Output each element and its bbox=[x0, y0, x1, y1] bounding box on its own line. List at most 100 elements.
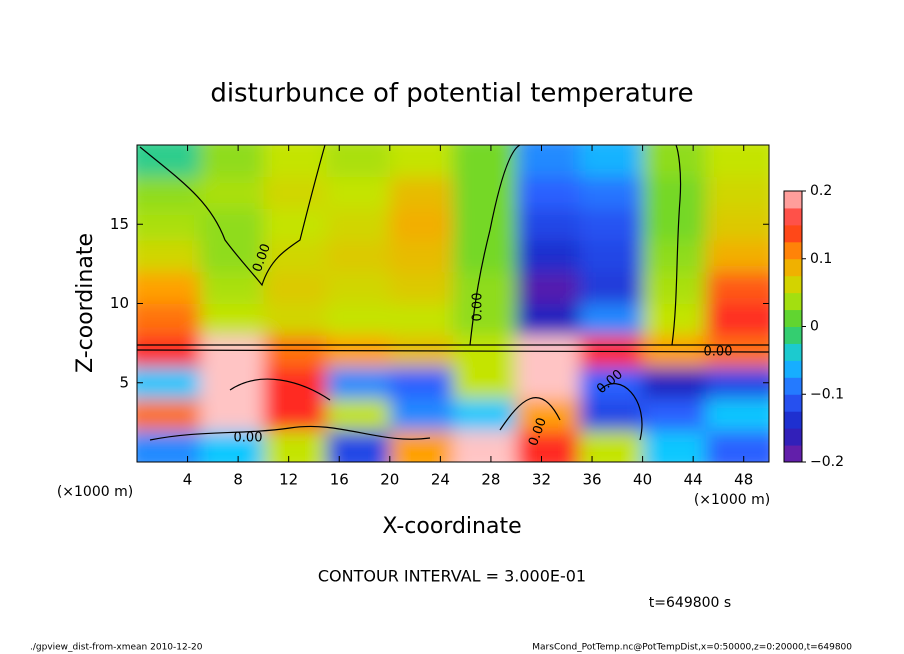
cell bbox=[453, 145, 517, 178]
cell bbox=[516, 145, 580, 178]
colorbar-swatch bbox=[784, 445, 802, 463]
x-unit: (×1000 m) bbox=[57, 484, 133, 500]
colorbar-tick-label: 0.2 bbox=[810, 183, 832, 199]
colorbar-tick-label: 0.1 bbox=[810, 251, 832, 267]
cell bbox=[516, 398, 580, 431]
colorbar-swatch bbox=[784, 428, 802, 446]
cell bbox=[200, 240, 264, 273]
cell bbox=[453, 176, 517, 209]
cell bbox=[137, 145, 201, 178]
footer: ./gpview_dist-from-xmean 2010-12-20 bbox=[30, 643, 203, 653]
cell bbox=[200, 208, 264, 241]
cell bbox=[453, 303, 517, 336]
y-tick-label: 5 bbox=[119, 373, 129, 391]
cell bbox=[579, 303, 644, 336]
x-tick-label: 40 bbox=[633, 471, 652, 489]
cell bbox=[579, 398, 644, 431]
cell bbox=[389, 145, 454, 178]
cell bbox=[389, 303, 454, 336]
cell bbox=[389, 208, 454, 241]
x-tick-label: 28 bbox=[481, 471, 500, 489]
cell bbox=[642, 271, 707, 304]
cell bbox=[200, 366, 264, 400]
colorbar-swatch bbox=[784, 207, 802, 226]
colorbar-swatch bbox=[784, 309, 802, 327]
cell bbox=[389, 176, 454, 209]
cell bbox=[263, 335, 328, 368]
cell bbox=[137, 366, 201, 400]
cell bbox=[326, 366, 391, 400]
cell bbox=[200, 335, 264, 368]
cell bbox=[137, 240, 201, 273]
cell bbox=[453, 240, 517, 273]
y-tick-label: 10 bbox=[110, 294, 129, 312]
colorbar-swatch bbox=[784, 326, 802, 344]
x-tick-label: 36 bbox=[582, 471, 601, 489]
cell bbox=[579, 176, 644, 209]
y-axis-label: Z-coordinate bbox=[73, 233, 98, 373]
cell bbox=[516, 208, 580, 241]
cell bbox=[579, 240, 644, 273]
cell bbox=[326, 208, 391, 241]
cell bbox=[137, 335, 201, 368]
cell bbox=[705, 366, 769, 400]
colorbar-swatch bbox=[784, 394, 802, 412]
cell bbox=[263, 271, 328, 304]
cell bbox=[200, 303, 264, 336]
cell bbox=[137, 398, 201, 431]
cell bbox=[263, 430, 328, 462]
cell bbox=[137, 176, 201, 209]
x-tick-label: 32 bbox=[532, 471, 551, 489]
contour-interval: CONTOUR INTERVAL = 3.000E-01 bbox=[318, 567, 586, 586]
cell bbox=[389, 271, 454, 304]
x-tick-label: 16 bbox=[330, 471, 349, 489]
cell bbox=[200, 176, 264, 209]
colorbar-swatch bbox=[784, 224, 802, 243]
cell bbox=[326, 303, 391, 336]
cell bbox=[705, 271, 769, 304]
x-tick-label: 24 bbox=[431, 471, 450, 489]
contour-label: 0.00 bbox=[704, 345, 733, 360]
cell bbox=[642, 366, 707, 400]
field bbox=[137, 145, 769, 462]
contour-line bbox=[149, 378, 643, 441]
x-unit: (×1000 m) bbox=[694, 492, 770, 508]
cell bbox=[263, 303, 328, 336]
cell bbox=[516, 271, 580, 304]
cell bbox=[453, 366, 517, 400]
cell bbox=[200, 430, 264, 462]
colorbar-swatch bbox=[784, 275, 802, 294]
cell bbox=[453, 208, 517, 241]
cell bbox=[326, 176, 391, 209]
cell bbox=[579, 208, 644, 241]
cell bbox=[137, 430, 201, 462]
x-axis-label: X-coordinate bbox=[382, 514, 521, 539]
cell bbox=[200, 145, 264, 178]
cell bbox=[516, 176, 580, 209]
x-tick-label: 48 bbox=[734, 471, 753, 489]
cell bbox=[326, 430, 391, 462]
contour-line bbox=[671, 145, 682, 346]
colorbar-swatch bbox=[784, 360, 802, 378]
cell bbox=[642, 176, 707, 209]
cell bbox=[326, 240, 391, 273]
colorbar-tick-label: 0 bbox=[810, 319, 819, 335]
cell bbox=[453, 271, 517, 304]
x-tick-label: 44 bbox=[684, 471, 703, 489]
cell bbox=[263, 176, 328, 209]
cell bbox=[453, 430, 517, 462]
cell bbox=[263, 208, 328, 241]
contours bbox=[137, 145, 769, 441]
colorbar-swatch bbox=[784, 292, 802, 311]
contour-label: 0.00 bbox=[234, 431, 263, 446]
colorbar-swatch bbox=[784, 241, 802, 260]
cell bbox=[516, 240, 580, 273]
cell bbox=[579, 145, 644, 178]
cell bbox=[516, 366, 580, 400]
contour-line bbox=[469, 145, 521, 346]
cell bbox=[705, 398, 769, 431]
cell bbox=[642, 145, 707, 178]
cell bbox=[137, 271, 201, 304]
cell bbox=[705, 176, 769, 209]
